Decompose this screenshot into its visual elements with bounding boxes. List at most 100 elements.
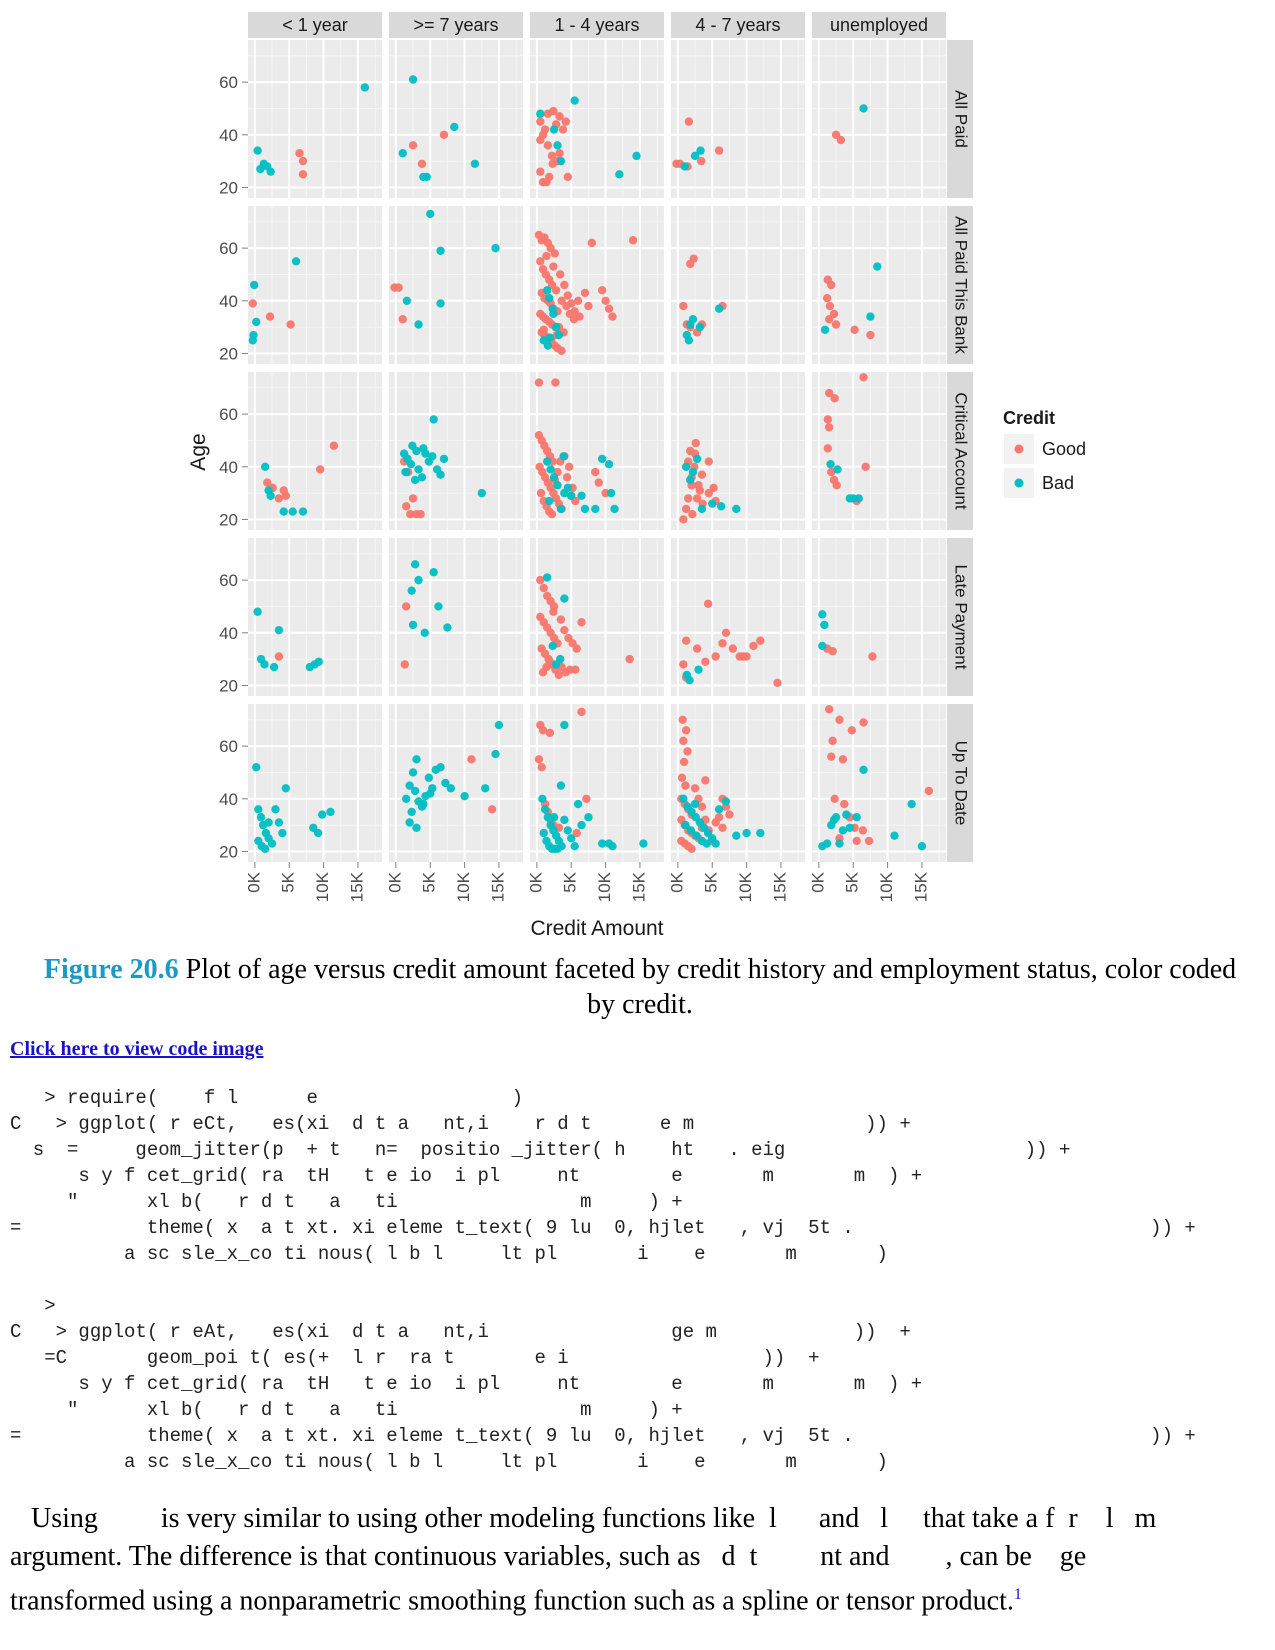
data-point-bad bbox=[412, 823, 421, 832]
panel-background bbox=[248, 538, 382, 696]
x-tick-label: 15K bbox=[911, 871, 930, 902]
row-strip-label: All Paid bbox=[952, 90, 971, 148]
data-point-bad bbox=[890, 831, 899, 840]
data-point-bad bbox=[610, 504, 619, 514]
panel-background bbox=[812, 538, 946, 696]
data-point-good bbox=[859, 373, 868, 382]
data-point-bad bbox=[711, 839, 720, 848]
legend-title: Credit bbox=[1003, 408, 1055, 428]
data-point-good bbox=[828, 736, 837, 746]
data-point-good bbox=[265, 312, 275, 321]
y-tick-label: 20 bbox=[219, 676, 238, 695]
data-point-good bbox=[597, 286, 607, 295]
data-point-bad bbox=[253, 146, 262, 155]
view-code-image-link[interactable]: Click here to view code image bbox=[10, 1038, 264, 1060]
panel-background bbox=[389, 206, 523, 364]
column-strip bbox=[389, 12, 523, 38]
data-point-bad bbox=[436, 763, 445, 772]
x-tick-label: 5K bbox=[279, 871, 298, 892]
legend-key-bad bbox=[1014, 478, 1024, 488]
x-tick-label: 10K bbox=[595, 871, 614, 902]
code-line: C > ggplot( r eCt, es(xi d t a nt,i r d … bbox=[10, 1113, 911, 1135]
data-point-bad bbox=[563, 483, 572, 493]
data-point-good bbox=[534, 755, 544, 764]
data-point-bad bbox=[441, 778, 450, 788]
data-point-bad bbox=[859, 765, 868, 775]
data-point-bad bbox=[460, 791, 469, 801]
data-point-good bbox=[550, 249, 559, 258]
data-point-good bbox=[315, 465, 325, 474]
column-strip bbox=[248, 12, 382, 38]
footnote-link[interactable]: 1 bbox=[1013, 1586, 1022, 1603]
x-tick-label: 10K bbox=[877, 871, 896, 902]
data-point-bad bbox=[536, 109, 545, 118]
x-tick-label: 0K bbox=[244, 871, 263, 892]
x-axis-title: Credit Amount bbox=[530, 917, 663, 940]
x-tick-label: 10K bbox=[736, 871, 755, 902]
data-point-bad bbox=[253, 607, 262, 616]
data-point-bad bbox=[714, 304, 724, 313]
data-point-bad bbox=[398, 149, 407, 158]
data-point-bad bbox=[266, 167, 275, 176]
data-point-good bbox=[822, 293, 832, 303]
data-point-bad bbox=[554, 330, 564, 340]
data-point-good bbox=[628, 236, 638, 245]
panel-background bbox=[389, 538, 523, 696]
data-point-good bbox=[298, 156, 308, 166]
data-point-good bbox=[836, 135, 846, 145]
data-point-bad bbox=[402, 296, 412, 305]
data-point-good bbox=[274, 494, 284, 503]
data-point-good bbox=[838, 755, 848, 764]
data-point-good bbox=[295, 149, 304, 158]
data-point-bad bbox=[721, 797, 731, 806]
data-point-good bbox=[697, 156, 706, 166]
data-point-bad bbox=[732, 504, 741, 514]
data-point-bad bbox=[424, 773, 434, 782]
data-point-good bbox=[549, 262, 558, 271]
data-point-bad bbox=[907, 799, 916, 809]
data-point-good bbox=[691, 438, 700, 448]
data-point-bad bbox=[450, 122, 459, 132]
data-point-bad bbox=[818, 641, 827, 651]
data-point-bad bbox=[491, 749, 500, 759]
data-point-good bbox=[563, 291, 572, 300]
data-point-bad bbox=[256, 813, 266, 822]
data-point-good bbox=[572, 828, 581, 838]
data-point-good bbox=[582, 794, 591, 803]
data-point-bad bbox=[686, 475, 695, 485]
data-point-bad bbox=[692, 454, 702, 464]
data-point-good bbox=[594, 478, 603, 487]
data-point-good bbox=[563, 172, 572, 182]
data-point-bad bbox=[412, 446, 421, 456]
data-point-bad bbox=[556, 156, 566, 166]
legend-label: Bad bbox=[1042, 473, 1074, 493]
data-point-bad bbox=[615, 170, 624, 179]
data-point-bad bbox=[542, 457, 552, 466]
data-point-bad bbox=[410, 560, 420, 569]
column-strip-label: < 1 year bbox=[282, 15, 348, 35]
data-point-good bbox=[604, 304, 614, 313]
data-point-good bbox=[830, 394, 839, 403]
paragraph-line-2: argument. The difference is that continu… bbox=[10, 1541, 1087, 1572]
data-point-good bbox=[401, 502, 411, 511]
y-tick-label: 60 bbox=[219, 239, 238, 258]
data-point-bad bbox=[403, 454, 412, 464]
data-point-bad bbox=[695, 322, 705, 332]
code-line: > require( f l e ) bbox=[10, 1087, 524, 1109]
data-point-good bbox=[721, 628, 731, 637]
data-point-bad bbox=[269, 662, 279, 672]
data-point-bad bbox=[702, 839, 711, 848]
data-point-bad bbox=[845, 823, 854, 832]
data-point-good bbox=[584, 301, 593, 311]
panel-background bbox=[530, 704, 664, 862]
paragraph-line-3: transformed using a nonparametric smooth… bbox=[10, 1576, 1265, 1620]
data-point-good bbox=[684, 117, 694, 126]
data-point-bad bbox=[873, 262, 882, 271]
data-point-bad bbox=[414, 465, 423, 474]
data-point-good bbox=[439, 130, 449, 139]
data-point-good bbox=[298, 170, 308, 179]
y-tick-label: 40 bbox=[219, 126, 238, 145]
data-point-good bbox=[549, 106, 558, 116]
data-point-good bbox=[286, 320, 295, 329]
data-point-good bbox=[625, 654, 634, 664]
